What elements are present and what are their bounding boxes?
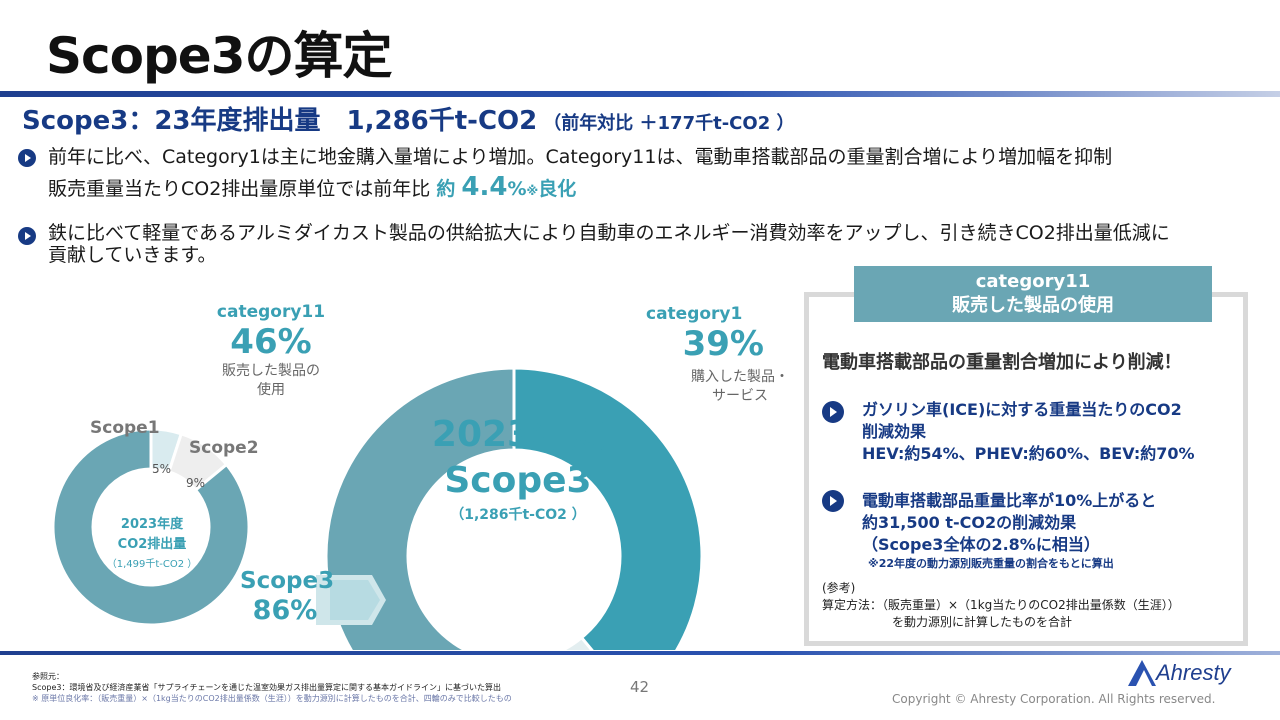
cat1-pct: 39%	[682, 324, 764, 364]
cat11-annotation: category11 46% 販売した製品の 使用	[196, 302, 346, 400]
bullet-1-line2: 販売重量当たりCO2排出量原単位では前年比 約 4.4%※良化	[48, 174, 1258, 204]
cat1-desc2: サービス	[712, 388, 768, 404]
bullet-2: 鉄に比べて軽量であるアルミダイカスト製品の供給拡大により自動車のエネルギー消費効…	[18, 222, 1258, 266]
connector-arrow-inner	[330, 580, 380, 620]
cat1-desc: 購入した製品・ サービス	[680, 368, 800, 406]
bullet-1-number: 4.4	[461, 172, 508, 202]
small-donut-slice-2	[51, 427, 251, 627]
cat11-pct: 46%	[230, 322, 312, 362]
panel-item-1-line2: 削減効果	[862, 422, 927, 441]
scope2-label: Scope2	[189, 438, 259, 458]
bullet-arrow-icon	[18, 227, 36, 245]
panel-item-2-line2: 約31,500 t-CO2の削減効果	[862, 513, 1077, 532]
company-logo: Ahresty	[1120, 656, 1250, 690]
logo-mark-icon	[1128, 660, 1156, 686]
cat11-desc2: 使用	[257, 382, 285, 398]
copyright: Copyright © Ahresty Corporation. All Rig…	[892, 692, 1216, 706]
panel-header: category11 販売した製品の使用	[854, 266, 1212, 322]
panel-item-2: 電動車搭載部品重量比率が10%上がると 約31,500 t-CO2の削減効果 （…	[862, 490, 1156, 572]
footer-ref-line2: ※ 原単位良化率：（販売重量）×（1kg当たりのCO2排出量係数（生涯））を動力…	[32, 694, 512, 703]
panel-item-2-note: ※22年度の動力源別販売重量の割合をもとに算出	[868, 557, 1114, 570]
small-donut-center: 2023年度 CO2排出量 （1,499千t-CO2 ）	[100, 515, 204, 575]
headline-delta: （前年対比 ＋177千t-CO2 ）	[543, 113, 795, 134]
panel-bullet-arrow-icon	[822, 490, 844, 512]
page-number: 42	[630, 678, 650, 696]
footer-ref-line1: Scope3：環境省及び経済産業省「サプライチェーンを通じた温室効果ガス排出量算…	[32, 683, 502, 692]
panel-item-2-line3: （Scope3全体の2.8%に相当）	[862, 535, 1100, 554]
cat1-annotation: category1 39%	[646, 304, 764, 364]
panel-lead: 電動車搭載部品の重量割合増加により削減！	[822, 352, 1182, 373]
panel-item-1: ガソリン車(ICE)に対する重量当たりのCO2 削減効果 HEV:約54%、PH…	[862, 399, 1195, 465]
big-donut-center-label: Scope3	[444, 460, 592, 501]
scope3-callout: Scope3 86%	[240, 566, 335, 626]
small-donut-chart	[51, 427, 251, 627]
panel-item-1-line3: HEV:約54%、PHEV:約60%、BEV:約70%	[862, 444, 1195, 463]
bullet-1: 前年に比べ、Category1は主に地金購入量増により増加。Category11…	[18, 144, 1258, 204]
panel-reference: (参考) 算定方法：（販売重量）×（1kg当たりのCO2排出量係数（生涯）） を…	[822, 580, 1180, 631]
bullet-2-line1: 鉄に比べて軽量であるアルミダイカスト製品の供給拡大により自動車のエネルギー消費効…	[48, 222, 1170, 244]
headline: Scope3：23年度排出量 1,286千t-CO2 （前年対比 ＋177千t-C…	[22, 100, 794, 137]
panel-ref-line1: 算定方法：（販売重量）×（1kg当たりのCO2排出量係数（生涯））	[822, 598, 1180, 612]
big-donut-center: 2023年度 Scope3 （1,286千t-CO2 ）	[418, 412, 618, 524]
bullet-1-post: 良化	[538, 178, 577, 200]
footer-ref-head: 参照元：	[32, 672, 64, 681]
panel-item-1-line1: ガソリン車(ICE)に対する重量当たりのCO2	[862, 400, 1182, 419]
page-title: Scope3の算定	[46, 27, 392, 85]
bullet-1-yaku: 約	[436, 178, 456, 200]
big-donut-center-total: （1,286千t-CO2 ）	[450, 507, 586, 523]
charts-svg	[51, 366, 704, 650]
big-donut-center-year: 2023年度	[431, 414, 605, 455]
bullet-1-line2-pre: 販売重量当たりCO2排出量原単位では前年比	[48, 178, 431, 200]
footer-references: 参照元： Scope3：環境省及び経済産業省「サプライチェーンを通じた温室効果ガ…	[32, 671, 512, 704]
footer-divider	[0, 651, 1280, 655]
headline-main: Scope3：23年度排出量 1,286千t-CO2	[22, 106, 538, 136]
panel-ref-label: (参考)	[822, 581, 856, 595]
bullet-2-line2: 貢献していきます。	[48, 244, 217, 266]
panel-ref-line2: を動力源別に計算したものを合計	[892, 615, 1073, 629]
scope2-pct: 9%	[186, 476, 206, 490]
scope3-callout-label: Scope3	[240, 568, 335, 594]
big-donut-slice-0	[512, 366, 704, 650]
bullet-1-line1: 前年に比べ、Category1は主に地金購入量増により増加。Category11…	[48, 146, 1113, 168]
panel-header-line1: category11	[975, 271, 1091, 292]
scope1-pct: 5%	[152, 462, 172, 476]
small-donut-center-total: （1,499千t-CO2 ）	[106, 559, 198, 570]
cat11-desc1: 販売した製品の	[222, 363, 320, 379]
scope3-callout-pct: 86%	[252, 595, 318, 626]
title-divider	[0, 91, 1280, 97]
big-donut-slice-1	[559, 635, 594, 650]
bullet-arrow-icon	[18, 149, 36, 167]
panel-header-line2: 販売した製品の使用	[952, 295, 1114, 316]
panel-bullet-arrow-icon	[822, 401, 844, 423]
small-donut-center-year: 2023年度	[120, 517, 184, 532]
panel-item-2-line1: 電動車搭載部品重量比率が10%上がると	[862, 491, 1157, 510]
cat1-desc1: 購入した製品・	[691, 369, 789, 385]
bullet-1-note: ※	[526, 184, 539, 198]
cat1-title: category1	[646, 304, 743, 324]
small-donut-center-label: CO2排出量	[117, 537, 187, 552]
logo-text: Ahresty	[1156, 660, 1231, 685]
scope1-label: Scope1	[90, 418, 160, 438]
cat11-title: category11	[216, 302, 326, 322]
bullet-1-pct: %	[507, 178, 527, 200]
